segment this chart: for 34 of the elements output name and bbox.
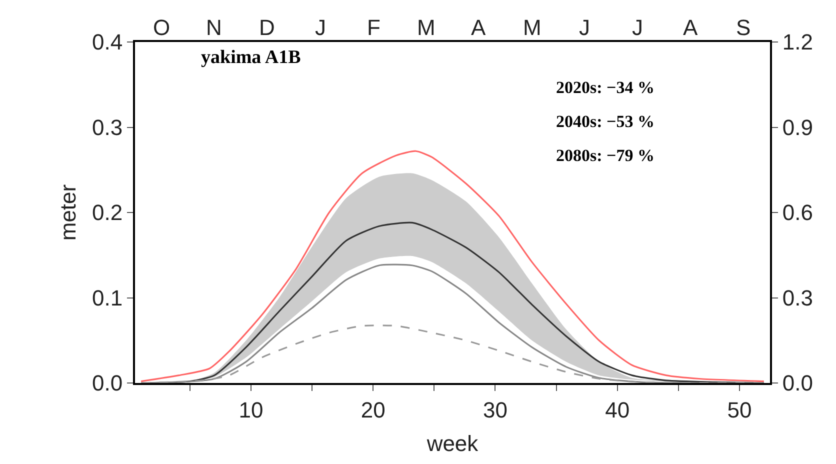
annotation: 2020s: −34 % <box>556 78 654 97</box>
text: J <box>579 15 590 40</box>
text: J <box>632 15 643 40</box>
x-tick-label: 20 <box>360 397 386 422</box>
text: M <box>523 15 542 40</box>
text: S <box>736 15 751 40</box>
chart-title: yakima A1B <box>201 47 302 68</box>
y-tick-label: 0.3 <box>92 114 123 140</box>
y-tick-label: 0.4 <box>92 30 123 55</box>
y2-tick-label: 0.0 <box>782 370 813 396</box>
line-series <box>140 324 765 383</box>
annotation: 2080s: −79 % <box>556 146 654 165</box>
y2-tick-label: 1.2 <box>782 30 813 55</box>
x-tick-label: 40 <box>605 397 630 422</box>
y-axis-title: meter <box>55 184 80 241</box>
text: N <box>206 15 222 40</box>
annotation: 2040s: −53 % <box>556 112 654 131</box>
text: F <box>367 15 380 40</box>
text: D <box>259 15 275 40</box>
text: O <box>153 15 170 40</box>
y2-tick-label: 0.6 <box>782 200 813 226</box>
y-tick-label: 0.2 <box>92 200 123 226</box>
x-tick-label: 10 <box>238 397 264 422</box>
y2-tick-label: 0.3 <box>782 285 813 310</box>
text: J <box>315 15 326 40</box>
y2-tick-label: 0.9 <box>782 114 813 140</box>
x-tick-label: 50 <box>727 397 752 422</box>
x-axis-title: week <box>426 430 480 456</box>
text: A <box>471 15 486 40</box>
y-tick-label: 0.0 <box>92 370 123 396</box>
text: A <box>683 15 698 40</box>
x-tick-label: 30 <box>483 397 508 422</box>
text: M <box>417 15 436 40</box>
y-tick-label: 0.1 <box>92 285 123 310</box>
